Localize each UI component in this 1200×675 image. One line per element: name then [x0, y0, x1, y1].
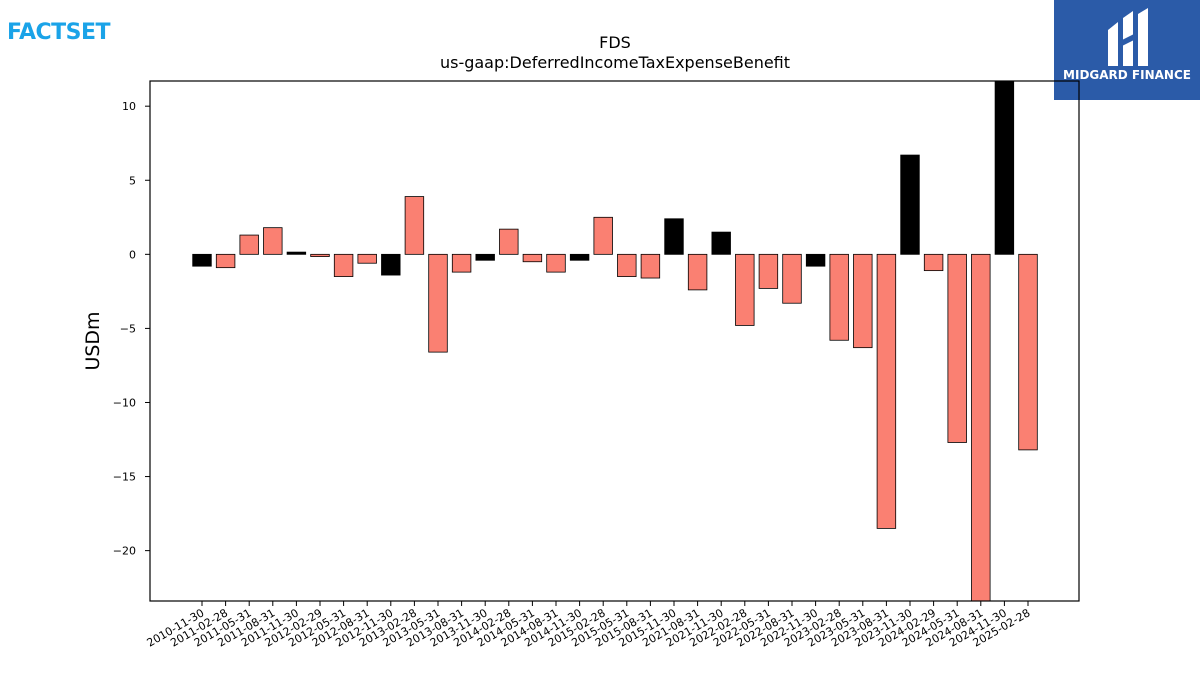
- bar-2012-02-29: [310, 253, 330, 257]
- bar-2013-02-28: [404, 196, 425, 255]
- bar-2024-02-29: [923, 253, 944, 272]
- bar-2013-08-31: [451, 253, 472, 273]
- bar-2013-11-30: [475, 253, 495, 261]
- y-tick-label: −5: [120, 322, 136, 335]
- plot-frame: [149, 80, 1080, 602]
- bar-2023-02-28: [829, 253, 849, 341]
- chart-subtitle: us-gaap:DeferredIncomeTaxExpenseBenefit: [440, 53, 790, 72]
- x-ticks-group: 2010-11-302011-02-282011-05-312011-08-31…: [145, 601, 1033, 650]
- bar-2014-02-28: [499, 228, 519, 255]
- bar-2023-11-30: [900, 154, 920, 255]
- bar-2022-05-31: [758, 253, 779, 289]
- bar-2025-02-28: [1018, 253, 1038, 451]
- bar-2022-11-30: [805, 253, 826, 267]
- bar-2015-02-28: [593, 216, 613, 255]
- bar-2010-11-30: [192, 253, 212, 267]
- y-tick-label: −10: [113, 396, 136, 409]
- bars-group: [192, 80, 1038, 602]
- bar-2015-11-30: [664, 218, 684, 255]
- bar-2012-05-31: [333, 253, 354, 277]
- chart-title: FDS: [599, 33, 631, 52]
- bar-2014-05-31: [522, 253, 543, 263]
- y-tick-label: 5: [129, 174, 136, 187]
- bar-2024-11-30: [994, 80, 1015, 255]
- y-axis-label: USDm: [82, 311, 104, 370]
- y-tick-label: −20: [113, 545, 136, 558]
- bar-2021-11-30: [711, 231, 731, 255]
- factset-logo: FACTSET: [7, 20, 111, 45]
- bar-2012-11-30: [381, 253, 401, 276]
- bar-2022-02-28: [735, 253, 755, 326]
- bar-2012-08-31: [357, 253, 377, 264]
- y-tick-label: 0: [129, 248, 136, 261]
- bar-2015-08-31: [640, 253, 661, 279]
- bar-2011-02-28: [215, 253, 236, 269]
- bar-2014-11-30: [569, 253, 590, 261]
- bar-2014-08-31: [546, 253, 566, 273]
- bar-2022-08-31: [782, 253, 802, 304]
- midgard-finance-label: MIDGARD FINANCE: [1063, 68, 1191, 82]
- bar-2015-05-31: [617, 253, 637, 277]
- bar-2021-08-31: [687, 253, 708, 291]
- midgard-finance-badge: MIDGARD FINANCE: [1054, 0, 1200, 100]
- y-tick-label: 10: [122, 100, 136, 113]
- y-tick-label: −15: [113, 471, 136, 484]
- bar-2011-11-30: [286, 251, 307, 255]
- bar-2024-08-31: [971, 253, 991, 602]
- bar-2011-05-31: [239, 234, 259, 255]
- bar-2011-08-31: [263, 227, 283, 255]
- y-ticks-group: 10 5 0 −5 −10 −15 −20: [113, 100, 150, 558]
- bar-2023-08-31: [876, 253, 897, 529]
- bar-2013-05-31: [428, 253, 448, 353]
- bar-2023-05-31: [853, 253, 873, 349]
- bar-2024-05-31: [947, 253, 967, 443]
- midgard-logo-icon: [1108, 8, 1148, 66]
